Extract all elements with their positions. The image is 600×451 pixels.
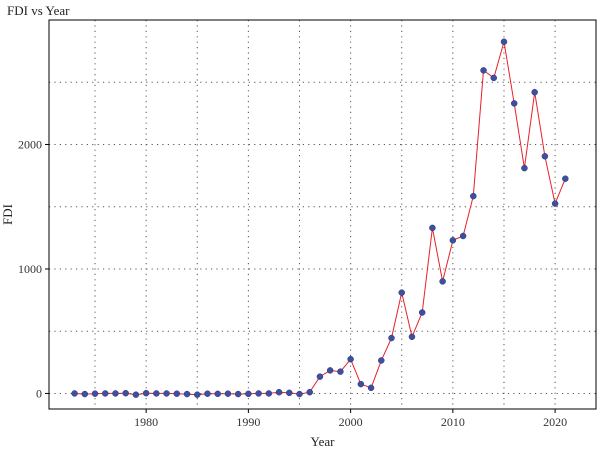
data-point bbox=[112, 390, 119, 397]
data-point bbox=[183, 390, 191, 398]
data-point bbox=[306, 388, 313, 396]
x-tick-label: 2020 bbox=[543, 415, 567, 429]
data-point bbox=[245, 390, 252, 398]
data-point bbox=[91, 390, 99, 397]
data-point bbox=[490, 74, 498, 82]
data-point bbox=[286, 389, 293, 397]
data-point bbox=[71, 390, 78, 397]
x-axis-label: Year bbox=[311, 434, 336, 449]
data-point bbox=[132, 391, 140, 398]
data-point bbox=[255, 390, 262, 397]
data-point bbox=[337, 368, 344, 375]
data-point bbox=[194, 391, 201, 398]
data-point bbox=[275, 388, 283, 396]
plot-frame bbox=[48, 19, 597, 410]
data-point bbox=[378, 357, 385, 364]
data-point bbox=[367, 384, 375, 392]
data-point bbox=[418, 309, 426, 316]
x-tick-label: 1980 bbox=[134, 415, 158, 429]
data-point bbox=[562, 175, 569, 182]
data-point bbox=[234, 390, 242, 398]
data-point bbox=[296, 390, 303, 398]
data-point bbox=[153, 390, 160, 397]
y-tick-label: 1000 bbox=[18, 262, 42, 276]
data-point bbox=[398, 289, 405, 296]
x-tick-label: 2010 bbox=[441, 415, 465, 429]
data-point bbox=[439, 278, 446, 285]
data-point bbox=[173, 390, 181, 397]
data-point bbox=[531, 88, 538, 96]
data-point bbox=[142, 389, 150, 397]
data-point bbox=[347, 355, 354, 363]
data-point bbox=[408, 333, 416, 341]
data-point bbox=[214, 390, 221, 398]
data-point bbox=[316, 373, 324, 380]
data-point bbox=[81, 390, 89, 398]
y-tick-label: 2000 bbox=[18, 137, 42, 151]
data-point bbox=[265, 390, 273, 397]
data-point bbox=[429, 224, 436, 232]
data-point bbox=[500, 38, 508, 46]
data-point bbox=[122, 389, 129, 397]
data-point bbox=[541, 153, 549, 160]
chart-title: FDI vs Year bbox=[7, 3, 70, 18]
data-point bbox=[449, 237, 457, 244]
data-point bbox=[480, 67, 487, 74]
y-axis-label: FDI bbox=[0, 204, 15, 225]
data-point bbox=[101, 390, 109, 397]
data-point bbox=[224, 390, 232, 397]
series-line bbox=[74, 41, 566, 396]
data-point bbox=[326, 367, 334, 374]
data-point bbox=[551, 200, 559, 207]
y-tick-label: 0 bbox=[36, 386, 42, 400]
data-point bbox=[357, 380, 365, 388]
x-tick-label: 2000 bbox=[339, 415, 363, 429]
data-point bbox=[388, 334, 395, 342]
data-point bbox=[470, 192, 477, 200]
x-tick-label: 1990 bbox=[236, 415, 260, 429]
data-point bbox=[521, 164, 528, 172]
data-point bbox=[510, 100, 518, 107]
data-point bbox=[204, 390, 211, 397]
data-point bbox=[459, 232, 467, 240]
data-point bbox=[163, 390, 170, 397]
